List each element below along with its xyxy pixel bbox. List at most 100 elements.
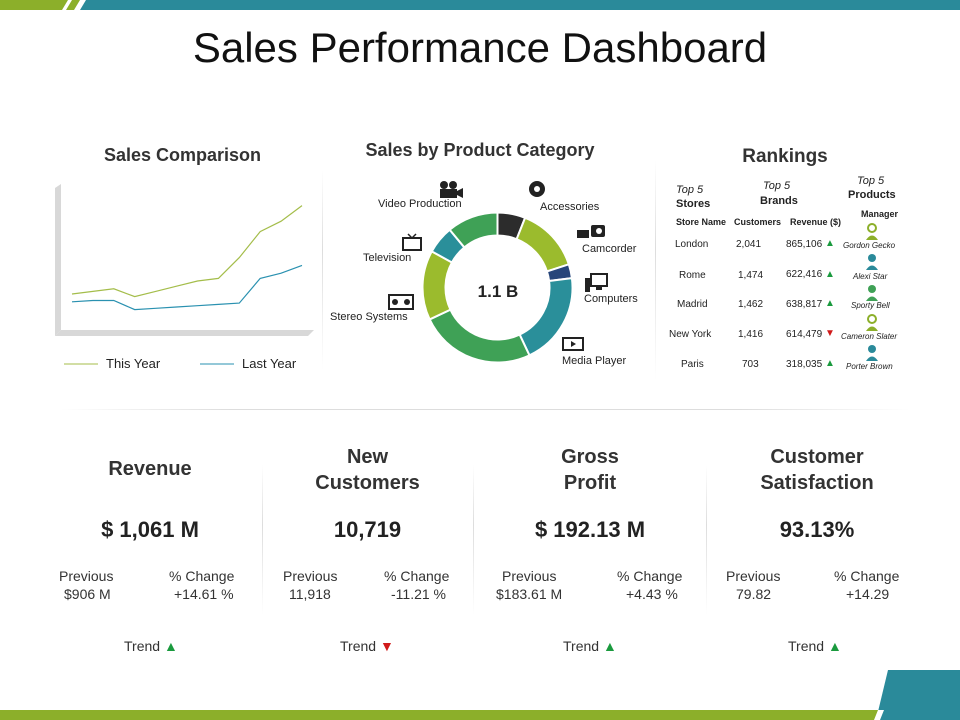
rank-trend-up-icon: ▲ (825, 358, 835, 369)
kpi-revenue-chg: +14.61 % (174, 586, 234, 602)
kpi-revenue-value: $ 1,061 M (101, 517, 199, 542)
col-store-name: Store Name (676, 217, 727, 227)
col-manager: Manager (861, 209, 899, 219)
products-head-top: Top 5 (857, 175, 885, 187)
rank-trend-up-icon: ▲ (825, 238, 835, 249)
kpi-satisfaction-prev: 79.82 (736, 586, 772, 602)
kpi-title-line: Customer (770, 446, 864, 468)
kpi-revenue-title: Revenue (108, 458, 192, 480)
category-label-media-player: Media Player (562, 355, 627, 367)
rank-manager: Cameron Slater (841, 332, 898, 341)
kpi-new-customers-chg: -11.21 % (391, 586, 446, 602)
accessories-icon (529, 181, 545, 197)
person-icon (866, 223, 878, 240)
brands-head-sub: Brands (760, 195, 798, 207)
category-label-television: Television (363, 252, 412, 264)
trend-label: Trend (340, 638, 377, 654)
page-title: Sales Performance Dashboard (192, 24, 768, 71)
trend-label: Trend (788, 638, 825, 654)
kpi-gross-profit-prev: $183.61 M (496, 586, 563, 602)
kpi-title-line: Customers (315, 472, 420, 494)
category-label-camcorder: Camcorder (582, 243, 637, 255)
trend-up-icon: ▲ (163, 638, 178, 654)
kpi-gross-profit-chg: +4.43 % (626, 586, 678, 602)
television-icon (402, 233, 422, 251)
person-icon (866, 345, 878, 361)
kpi-title-line: Profit (563, 472, 617, 494)
rank-manager: Gordon Gecko (843, 241, 896, 250)
rank-trend-up-icon: ▲ (825, 298, 835, 309)
trend-up-icon: ▲ (602, 638, 617, 654)
rank-manager: Porter Brown (846, 362, 893, 371)
category-donut-chart (421, 211, 574, 364)
brands-head-top: Top 5 (763, 180, 791, 192)
rank-customers: 1,474 (738, 270, 764, 281)
rank-customers: 1,416 (738, 329, 764, 340)
trend-up-icon: ▲ (827, 638, 842, 654)
category-label-stereo-systems: Stereo Systems (330, 311, 408, 323)
rank-customers: 1,462 (738, 299, 764, 310)
camcorder-icon (591, 225, 605, 237)
kpi-revenue-chg-label: % Change (169, 568, 235, 584)
stores-head-top: Top 5 (676, 184, 704, 196)
person-icon (866, 314, 878, 331)
divider-kpi-2 (473, 465, 474, 615)
kpi-title-line: Satisfaction (760, 472, 874, 494)
category-title: Sales by Product Category (365, 140, 595, 160)
kpi-revenue-prev-label: Previous (59, 568, 114, 584)
col-revenue: Revenue ($) (790, 217, 842, 227)
divider-1 (322, 170, 323, 370)
category-label-accessories: Accessories (540, 201, 600, 213)
kpi-revenue-prev: $906 M (64, 586, 111, 602)
rank-store: Paris (681, 359, 704, 370)
divider-kpi-3 (706, 465, 707, 615)
rank-customers: 2,041 (736, 239, 762, 250)
kpi-new-customers-prev-label: Previous (283, 568, 338, 584)
computer-icon (585, 273, 608, 292)
kpi-gross-profit-trend: Trend ▲ (563, 638, 617, 654)
kpi-satisfaction-chg-label: % Change (834, 568, 900, 584)
stores-head-sub: Stores (676, 198, 711, 210)
legend-last-year-label: Last Year (242, 356, 297, 371)
donut-center-label: 1.1 B (477, 282, 519, 301)
rank-trend-down-icon: ▼ (825, 328, 835, 339)
kpi-satisfaction-prev-label: Previous (726, 568, 781, 584)
camcorder-icon-secondary (577, 230, 589, 238)
kpi-new-customers-prev: 11,918 (289, 586, 331, 602)
legend-this-year-swatch (64, 363, 98, 365)
donut-slice-accessories (515, 216, 571, 273)
kpi-satisfaction-value: 93.13% (779, 517, 855, 542)
kpi-satisfaction-title: Customer Satisfaction (722, 444, 912, 496)
rankings-title: Rankings (742, 146, 828, 167)
top-decor (0, 0, 960, 10)
rank-store: Madrid (677, 299, 708, 310)
sales-comparison-chart (55, 184, 314, 336)
kpi-gross-profit-prev-label: Previous (502, 568, 557, 584)
series-line-last-year (71, 264, 303, 311)
kpi-satisfaction-trend: Trend ▲ (788, 638, 842, 654)
trend-label: Trend (563, 638, 600, 654)
video-camera-icon (440, 181, 463, 198)
rank-revenue: 614,479 (786, 329, 823, 340)
kpi-gross-profit-title: Gross Profit (500, 444, 680, 496)
kpi-gross-profit-chg-label: % Change (617, 568, 683, 584)
rank-revenue: 622,416 (786, 269, 823, 280)
donut-slice-media-player (428, 308, 531, 364)
kpi-new-customers-trend: Trend ▼ (340, 638, 394, 654)
person-icon (866, 254, 878, 270)
person-icon (866, 285, 878, 301)
donut-slice-stereo-systems (421, 250, 454, 321)
kpi-gross-profit-value: $ 192.13 M (534, 517, 646, 542)
kpi-new-customers-title: New Customers (280, 444, 455, 496)
stereo-icon (388, 294, 414, 310)
category-label-video-production: Video Production (378, 198, 462, 210)
rank-revenue: 638,817 (786, 299, 823, 310)
kpi-new-customers-chg-label: % Change (384, 568, 450, 584)
category-label-computers: Computers (584, 293, 638, 305)
series-line-this-year (71, 205, 303, 298)
rank-store: London (675, 239, 709, 250)
kpi-revenue-trend: Trend ▲ (124, 638, 178, 654)
trend-label: Trend (124, 638, 161, 654)
bottom-decor (0, 670, 960, 720)
col-customers: Customers (734, 217, 782, 227)
